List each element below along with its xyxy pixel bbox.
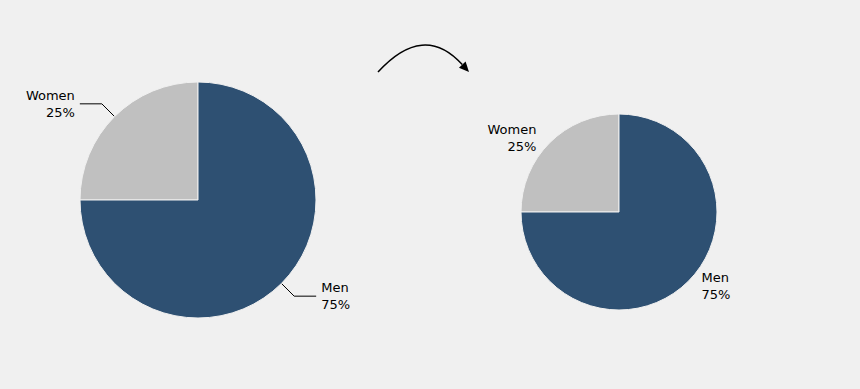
svg-text:Men: Men bbox=[702, 270, 729, 285]
svg-text:25%: 25% bbox=[46, 105, 75, 120]
svg-text:75%: 75% bbox=[321, 297, 350, 312]
svg-text:Men: Men bbox=[321, 280, 348, 295]
svg-text:75%: 75% bbox=[702, 287, 731, 302]
svg-text:25%: 25% bbox=[508, 139, 537, 154]
svg-text:Women: Women bbox=[26, 88, 75, 103]
svg-text:Women: Women bbox=[488, 122, 537, 137]
